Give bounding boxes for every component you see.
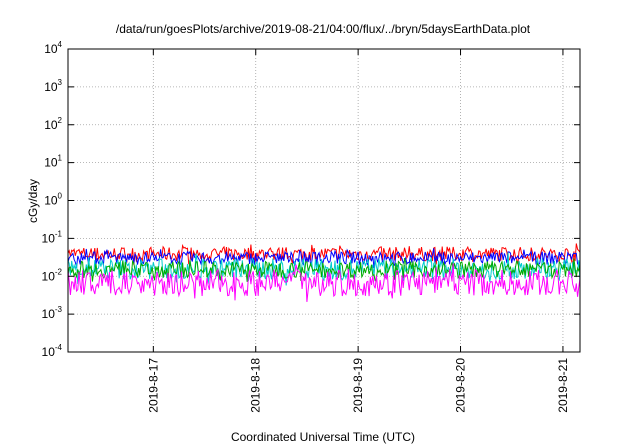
y-tick-label: 103	[44, 78, 62, 94]
y-tick-label: 10-4	[42, 343, 63, 359]
chart-title: /data/run/goesPlots/archive/2019-08-21/0…	[116, 22, 531, 36]
y-tick-label: 100	[44, 192, 62, 208]
y-tick-label: 10-3	[42, 305, 63, 321]
series-line	[67, 263, 581, 302]
x-tick-label: 2019-8-18	[249, 358, 263, 413]
y-tick-label: 101	[44, 154, 62, 170]
y-tick-label: 10-2	[42, 267, 63, 283]
series-line	[67, 258, 581, 282]
x-tick-label: 2019-8-19	[351, 358, 365, 413]
x-axis: 2019-8-17 2019-8-18 2019-8-19 2019-8-20 2019…	[146, 49, 570, 413]
y-tick-label: 104	[44, 40, 62, 56]
y-tick-label: 102	[44, 116, 62, 132]
grid-lines	[68, 49, 580, 352]
series-line	[67, 252, 581, 286]
y-axis-label: cGy/day	[26, 179, 40, 223]
x-axis-label: Coordinated Universal Time (UTC)	[231, 430, 415, 444]
series-line	[67, 243, 581, 266]
y-tick-label: 10-1	[42, 229, 63, 245]
x-tick-label: 2019-8-20	[454, 358, 468, 413]
series-line	[67, 248, 581, 268]
x-tick-label: 2019-8-17	[146, 358, 160, 413]
data-series	[67, 243, 581, 302]
x-tick-label: 2019-8-21	[556, 358, 570, 413]
y-axis: 10-4 10-3 10-2 10-1 100 101 102 103 104	[42, 40, 580, 359]
